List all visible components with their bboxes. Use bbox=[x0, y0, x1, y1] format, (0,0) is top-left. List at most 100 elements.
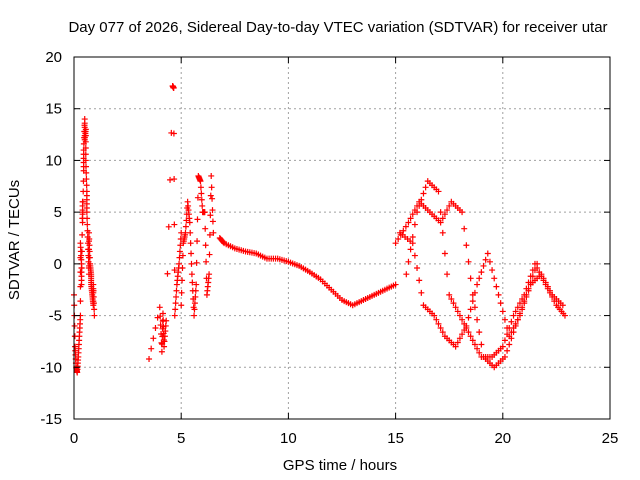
data-point bbox=[499, 343, 506, 350]
data-point bbox=[420, 190, 427, 197]
data-point bbox=[523, 291, 530, 298]
data-point bbox=[422, 184, 429, 191]
data-point bbox=[510, 312, 517, 319]
data-point bbox=[83, 169, 90, 176]
data-point bbox=[82, 157, 89, 164]
data-point bbox=[437, 219, 444, 226]
data-point bbox=[173, 287, 180, 294]
data-point bbox=[465, 258, 472, 265]
data-point bbox=[78, 264, 85, 271]
data-point bbox=[467, 275, 474, 282]
data-point bbox=[538, 271, 545, 278]
data-point bbox=[414, 202, 421, 209]
data-point bbox=[148, 345, 155, 352]
data-point bbox=[198, 196, 205, 203]
data-point bbox=[173, 293, 180, 300]
data-point bbox=[474, 281, 481, 288]
data-point bbox=[463, 242, 470, 249]
data-point bbox=[469, 337, 476, 344]
data-point bbox=[435, 320, 442, 327]
data-point bbox=[476, 275, 483, 282]
data-point bbox=[504, 324, 511, 331]
data-point bbox=[161, 338, 168, 345]
data-point bbox=[177, 242, 184, 249]
data-point bbox=[165, 223, 172, 230]
data-point bbox=[512, 308, 519, 315]
data-point bbox=[79, 219, 86, 226]
data-point bbox=[501, 337, 508, 344]
data-point bbox=[441, 250, 448, 257]
data-point bbox=[84, 215, 91, 222]
data-point bbox=[80, 178, 87, 185]
data-point bbox=[459, 209, 466, 216]
data-point bbox=[489, 267, 496, 274]
x-tick-label: 25 bbox=[602, 430, 619, 447]
data-point bbox=[446, 202, 453, 209]
data-point bbox=[456, 312, 463, 319]
data-point bbox=[508, 318, 515, 325]
data-point bbox=[465, 314, 472, 321]
data-point bbox=[465, 329, 472, 336]
data-point bbox=[499, 308, 506, 315]
data-point bbox=[90, 293, 97, 300]
data-point bbox=[171, 267, 178, 274]
data-point bbox=[482, 256, 489, 263]
data-point bbox=[161, 333, 168, 340]
data-point bbox=[478, 341, 485, 348]
data-point bbox=[504, 347, 511, 354]
plot-frame bbox=[73, 56, 611, 420]
data-point bbox=[71, 322, 78, 329]
data-point bbox=[414, 264, 421, 271]
data-point bbox=[156, 304, 163, 311]
data-point bbox=[444, 271, 451, 278]
data-point bbox=[179, 252, 186, 259]
data-point bbox=[411, 252, 418, 259]
y-tick-label: 0 bbox=[54, 256, 62, 273]
data-point bbox=[162, 328, 169, 335]
data-point bbox=[207, 212, 214, 219]
data-point bbox=[191, 312, 198, 319]
data-point bbox=[197, 184, 204, 191]
data-point bbox=[178, 302, 185, 309]
data-point bbox=[194, 194, 201, 201]
data-point bbox=[194, 238, 201, 245]
data-point bbox=[83, 209, 90, 216]
data-point bbox=[172, 306, 179, 313]
data-point bbox=[90, 287, 97, 294]
data-point bbox=[198, 190, 205, 197]
data-point bbox=[411, 207, 418, 214]
data-point bbox=[182, 223, 189, 230]
data-point bbox=[191, 300, 198, 307]
data-point bbox=[207, 192, 214, 199]
data-point bbox=[474, 345, 481, 352]
data-point bbox=[446, 291, 453, 298]
data-point bbox=[202, 242, 209, 249]
data-point bbox=[209, 218, 216, 225]
data-point bbox=[172, 300, 179, 307]
data-point bbox=[400, 227, 407, 234]
data-point bbox=[91, 306, 98, 313]
data-point bbox=[83, 182, 90, 189]
data-point bbox=[561, 312, 568, 319]
data-point bbox=[206, 231, 213, 238]
data-point bbox=[402, 223, 409, 230]
data-point bbox=[392, 240, 399, 247]
data-point bbox=[84, 221, 91, 228]
tick-labels: 0 5 10 15 20 25 -15 -10 -5 0 5 10 15 20 bbox=[40, 49, 618, 447]
data-point bbox=[452, 304, 459, 311]
x-tick-label: 0 bbox=[70, 430, 78, 447]
data-point bbox=[444, 207, 451, 214]
x-tick-label: 20 bbox=[494, 430, 511, 447]
data-point bbox=[525, 285, 532, 292]
data-point bbox=[209, 207, 216, 214]
data-point bbox=[152, 324, 159, 331]
data-point bbox=[471, 341, 478, 348]
data-point bbox=[405, 258, 412, 265]
x-axis-label: GPS time / hours bbox=[283, 457, 397, 474]
axis-ticks bbox=[73, 56, 611, 420]
data-point bbox=[82, 138, 89, 145]
y-axis-label: SDTVAR / TECUs bbox=[6, 180, 23, 300]
data-point bbox=[469, 298, 476, 305]
data-point bbox=[508, 335, 515, 342]
